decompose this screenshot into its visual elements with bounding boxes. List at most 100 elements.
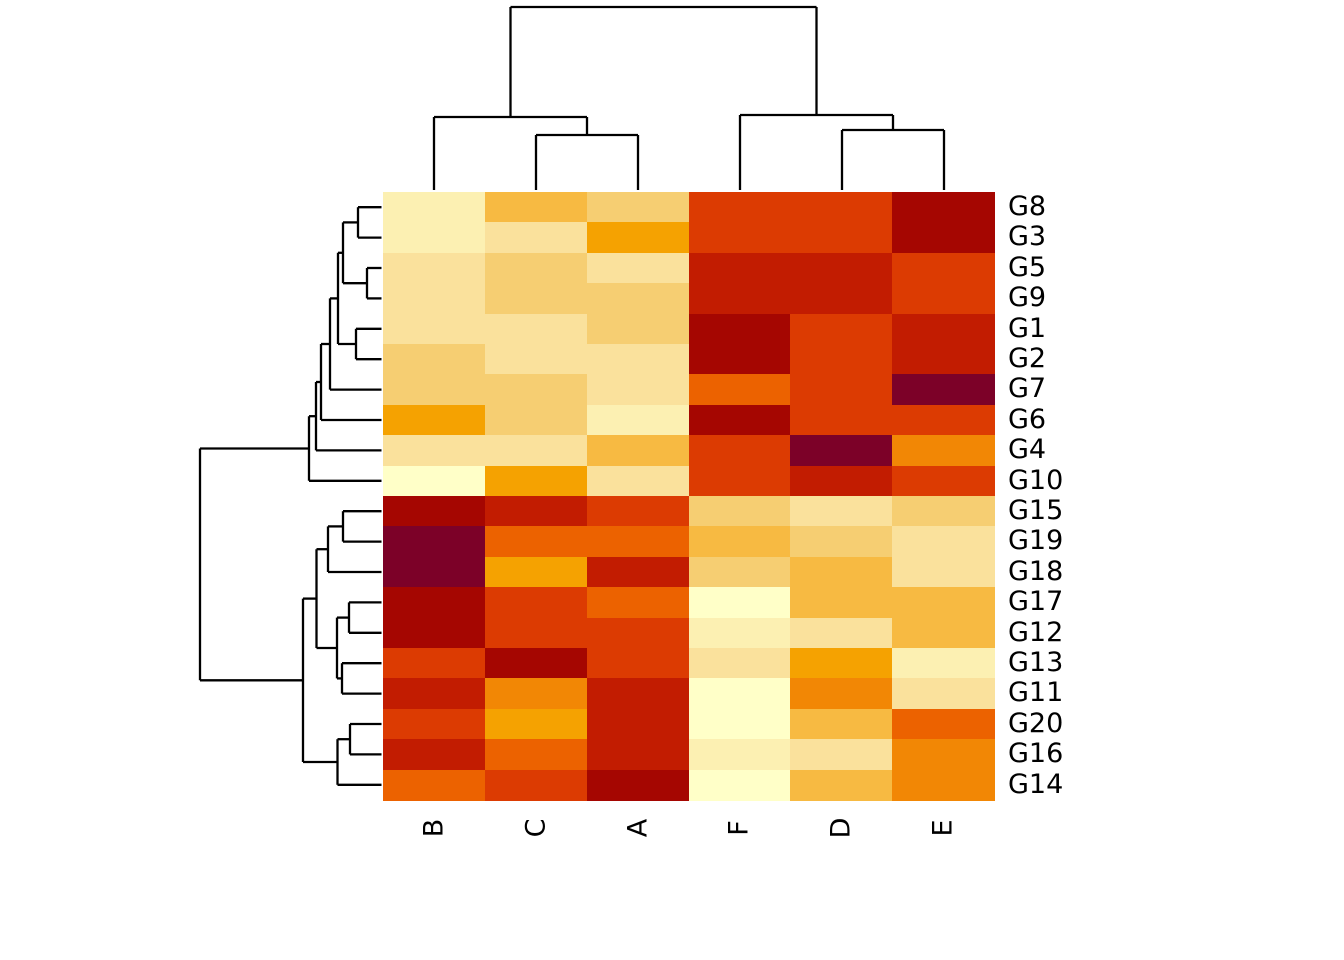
heatmap-cell	[586, 313, 690, 345]
row-label: G10	[1008, 464, 1064, 496]
heatmap-cell	[484, 313, 588, 345]
heatmap-cell	[484, 404, 588, 436]
heatmap-cell	[383, 374, 486, 406]
heatmap-cell	[383, 678, 486, 710]
heatmap-cell	[688, 739, 791, 771]
heatmap-cell	[790, 556, 893, 588]
heatmap-cell	[790, 465, 893, 497]
row-label: G19	[1008, 525, 1064, 557]
heatmap-cell	[484, 648, 588, 679]
heatmap-cell	[383, 708, 486, 740]
heatmap-cell	[790, 526, 893, 558]
heatmap-cell	[383, 465, 486, 497]
heatmap-cell	[484, 617, 588, 649]
heatmap-cell	[383, 435, 486, 467]
row-label: G6	[1008, 403, 1047, 435]
heatmap-cell	[892, 648, 995, 679]
heatmap-cell	[383, 769, 486, 801]
heatmap-cell	[688, 769, 791, 801]
heatmap-cell	[892, 344, 995, 375]
heatmap-cell	[688, 313, 791, 345]
heatmap-cell	[484, 222, 588, 254]
heatmap-cell	[790, 496, 893, 527]
heatmap-cell	[586, 556, 690, 588]
row-label: G4	[1008, 434, 1047, 466]
heatmap-cell	[484, 283, 588, 315]
heatmap-cell	[892, 404, 995, 436]
heatmap-cell	[892, 617, 995, 649]
heatmap-cell	[688, 404, 791, 436]
row-label: G9	[1008, 282, 1047, 314]
heatmap-cell	[484, 435, 588, 467]
col-label: E	[927, 819, 959, 837]
heatmap-cell	[892, 496, 995, 527]
heatmap-cell	[688, 708, 791, 740]
heatmap-cell	[892, 739, 995, 771]
heatmap-cell	[484, 465, 588, 497]
heatmap-cell	[383, 252, 486, 284]
heatmap-cell	[586, 617, 690, 649]
heatmap-cell	[892, 222, 995, 254]
heatmap-grid	[383, 192, 995, 801]
heatmap-cell	[586, 678, 690, 710]
heatmap-cell	[790, 374, 893, 406]
heatmap-cell	[892, 556, 995, 588]
heatmap-cell	[688, 222, 791, 254]
heatmap-cell	[383, 739, 486, 771]
heatmap-cell	[790, 344, 893, 375]
heatmap-cell	[484, 769, 588, 801]
heatmap-cell	[586, 283, 690, 315]
heatmap-cell	[586, 192, 690, 223]
row-label: G5	[1008, 251, 1047, 283]
heatmap-cell	[688, 526, 791, 558]
heatmap-cell	[383, 313, 486, 345]
heatmap-cell	[892, 678, 995, 710]
heatmap-cell	[383, 283, 486, 315]
heatmap-cell	[484, 556, 588, 588]
heatmap-cell	[586, 708, 690, 740]
row-label: G20	[1008, 707, 1064, 739]
row-label: G18	[1008, 555, 1064, 587]
heatmap-cell	[688, 435, 791, 467]
heatmap-cell	[688, 344, 791, 375]
heatmap-cell	[790, 648, 893, 679]
heatmap-cell	[383, 192, 486, 223]
heatmap-cell	[586, 648, 690, 679]
heatmap-cell	[892, 526, 995, 558]
heatmap-cell	[383, 404, 486, 436]
col-label: F	[723, 820, 755, 836]
heatmap-cell	[688, 556, 791, 588]
heatmap-cell	[484, 526, 588, 558]
heatmap-cell	[790, 222, 893, 254]
heatmap-cell	[790, 192, 893, 223]
heatmap-cell	[688, 252, 791, 284]
heatmap-cell	[586, 526, 690, 558]
heatmap-cell	[586, 739, 690, 771]
heatmap-cell	[892, 313, 995, 345]
heatmap-cell	[484, 252, 588, 284]
row-label: G12	[1008, 616, 1064, 648]
heatmap-cell	[892, 192, 995, 223]
heatmap-cell	[484, 587, 588, 619]
heatmap-cell	[892, 283, 995, 315]
heatmap-cell	[586, 344, 690, 375]
heatmap-cell	[892, 708, 995, 740]
heatmap-cell	[790, 769, 893, 801]
row-label: G13	[1008, 647, 1064, 678]
row-label: G17	[1008, 586, 1064, 618]
heatmap-cell	[383, 617, 486, 649]
heatmap-cell	[790, 617, 893, 649]
heatmap-cell	[688, 587, 791, 619]
heatmap-cell	[892, 252, 995, 284]
row-label: G16	[1008, 738, 1064, 770]
heatmap-cell	[586, 404, 690, 436]
heatmap-cell	[484, 374, 588, 406]
row-label: G2	[1008, 343, 1047, 374]
heatmap-cell	[586, 435, 690, 467]
heatmap-cell	[383, 648, 486, 679]
row-label: G1	[1008, 312, 1047, 344]
col-label: A	[622, 818, 654, 838]
heatmap-cell	[484, 496, 588, 527]
